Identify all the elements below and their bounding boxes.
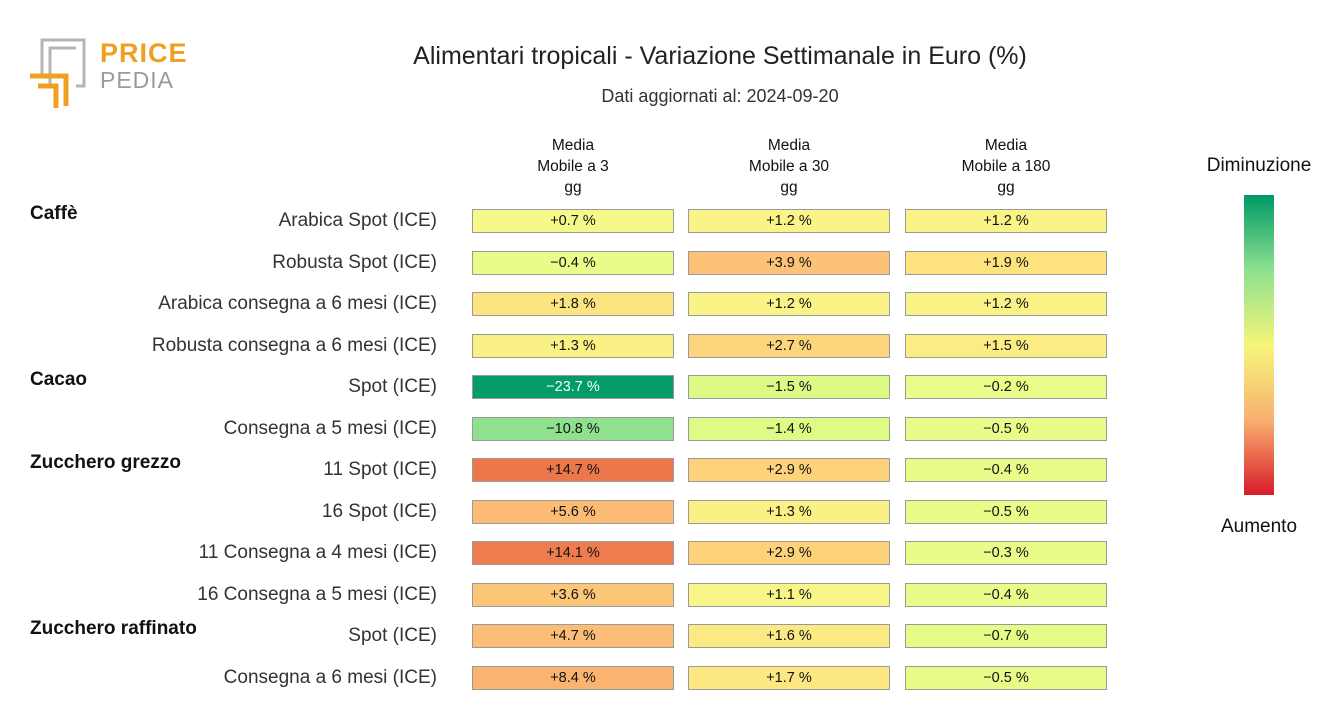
- logo-text-price: PRICE: [100, 38, 188, 68]
- logo-text-pedia: PEDIA: [100, 67, 175, 93]
- heatmap-cell: +2.9 %: [688, 458, 890, 482]
- heatmap-cell: +1.1 %: [688, 582, 890, 607]
- heatmap-cell: +1.3 %: [472, 333, 674, 358]
- heatmap-cell: −1.4 %: [688, 416, 890, 441]
- heatmap-cell: +1.2 %: [905, 209, 1107, 233]
- row-label: Spot (ICE): [348, 376, 437, 397]
- legend-top-label: Diminuzione: [1206, 155, 1312, 176]
- heatmap-cell: −0.5 %: [905, 416, 1107, 441]
- heatmap-cell: −0.3 %: [905, 541, 1107, 565]
- chart-subtitle: Dati aggiornati al: 2024-09-20: [601, 86, 839, 106]
- heatmap-cell: +3.6 %: [472, 582, 674, 607]
- heatmap-cell: +2.7 %: [688, 333, 890, 358]
- row-label: Arabica consegna a 6 mesi (ICE): [158, 293, 437, 314]
- group-label: Zucchero raffinato: [30, 618, 197, 639]
- group-label: Caffè: [30, 203, 78, 224]
- heatmap-cell: +1.2 %: [688, 209, 890, 233]
- pricepedia-logo: PRICE PEDIA: [28, 36, 188, 112]
- heatmap-cell: +5.6 %: [472, 499, 674, 524]
- heatmap-cell: +1.5 %: [905, 333, 1107, 358]
- group-label: Cacao: [30, 369, 88, 390]
- row-label: Robusta consegna a 6 mesi (ICE): [151, 334, 437, 356]
- row-label: 11 Spot (ICE): [323, 459, 437, 480]
- heatmap-cell: +1.8 %: [472, 292, 674, 316]
- heatmap-cell: −10.8 %: [472, 416, 674, 441]
- column-header: Media Mobile a 3 gg: [537, 137, 609, 196]
- row-label: Robusta Spot (ICE): [272, 251, 437, 273]
- heatmap-cell: +1.7 %: [688, 665, 890, 690]
- column-header: Media Mobile a 30 gg: [748, 137, 830, 196]
- row-label: Arabica Spot (ICE): [278, 210, 437, 231]
- heatmap-cell: +14.1 %: [472, 541, 674, 565]
- row-label: 16 Consegna a 5 mesi (ICE): [197, 583, 437, 605]
- heatmap-cell: +14.7 %: [472, 458, 674, 482]
- heatmap-cell: −0.2 %: [905, 375, 1107, 399]
- heatmap-cell: −0.5 %: [905, 665, 1107, 690]
- heatmap-cell: +8.4 %: [472, 665, 674, 690]
- heatmap-cell: +0.7 %: [472, 209, 674, 233]
- row-label: 16 Spot (ICE): [321, 500, 437, 522]
- row-label: Consegna a 6 mesi (ICE): [223, 666, 437, 688]
- row-label: Consegna a 5 mesi (ICE): [223, 417, 437, 439]
- heatmap-cell: −0.4 %: [472, 250, 674, 275]
- heatmap-cell: +2.9 %: [688, 541, 890, 565]
- row-label: 11 Consegna a 4 mesi (ICE): [198, 542, 437, 563]
- heatmap-cell: −1.5 %: [688, 375, 890, 399]
- heatmap-cell: −0.5 %: [905, 499, 1107, 524]
- chart-title: Alimentari tropicali - Variazione Settim…: [413, 42, 1027, 70]
- heatmap-cell: +1.2 %: [688, 292, 890, 316]
- heatmap-cell: +1.2 %: [905, 292, 1107, 316]
- heatmap-cell: −23.7 %: [472, 375, 674, 399]
- color-scale-bar: [1244, 195, 1274, 495]
- heatmap-cell: −0.4 %: [905, 458, 1107, 482]
- column-header: Media Mobile a 180 gg: [961, 137, 1051, 196]
- heatmap-cell: +1.6 %: [688, 624, 890, 648]
- row-label: Spot (ICE): [348, 625, 437, 646]
- heatmap-cell: +4.7 %: [472, 624, 674, 648]
- heatmap-cell: +1.9 %: [905, 250, 1107, 275]
- heatmap-cell: −0.4 %: [905, 582, 1107, 607]
- heatmap-cell: +3.9 %: [688, 250, 890, 275]
- legend-bottom-label: Aumento: [1220, 516, 1298, 537]
- heatmap-cell: +1.3 %: [688, 499, 890, 524]
- heatmap-cell: −0.7 %: [905, 624, 1107, 648]
- logo-mark-icon: [30, 38, 86, 108]
- group-label: Zucchero grezzo: [30, 452, 181, 473]
